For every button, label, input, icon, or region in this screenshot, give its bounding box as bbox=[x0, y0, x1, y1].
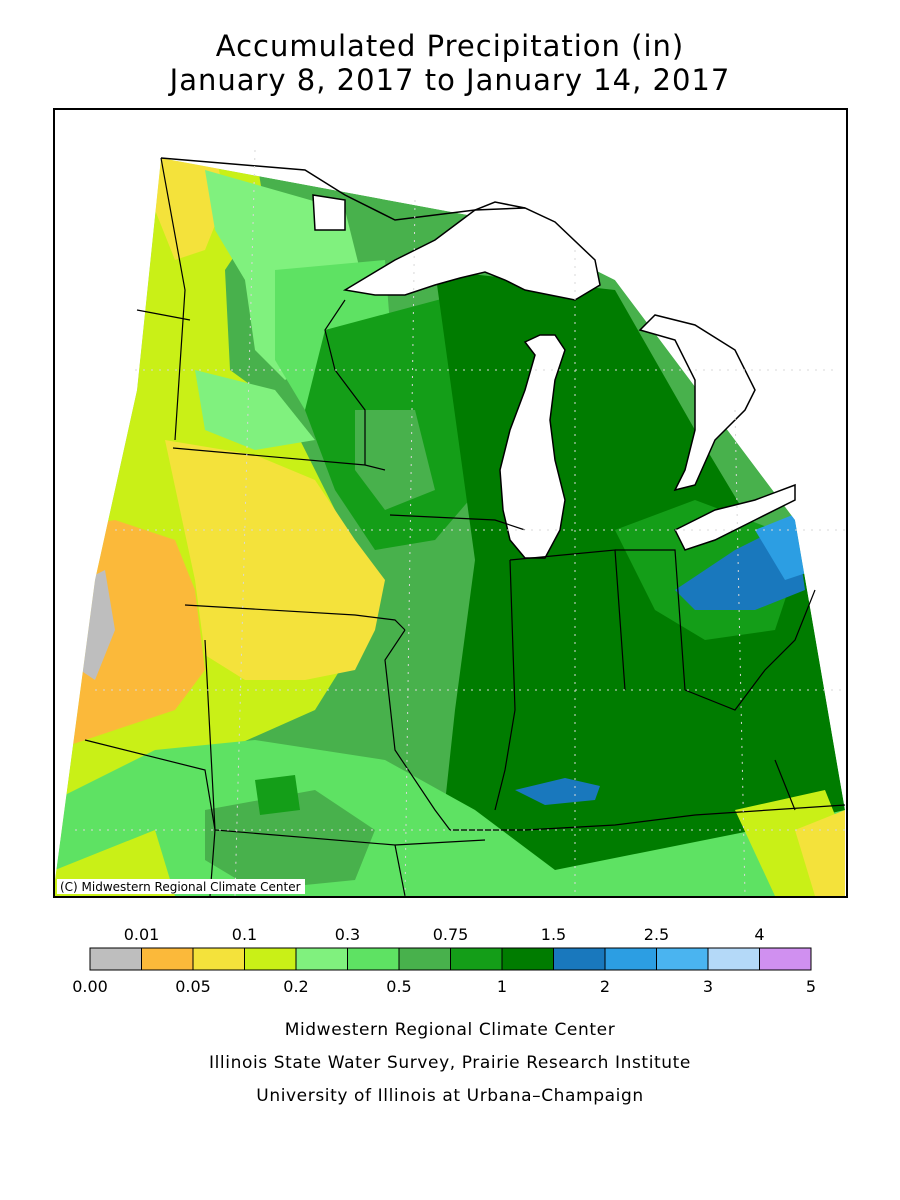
credit-university: University of Illinois at Urbana–Champai… bbox=[256, 1086, 644, 1106]
legend-swatch bbox=[656, 947, 709, 971]
legend-bottom-label: 2 bbox=[600, 977, 610, 996]
lake-erie bbox=[673, 483, 796, 551]
international-border bbox=[160, 157, 526, 221]
legend-swatch bbox=[347, 947, 400, 971]
legend-swatch bbox=[244, 947, 297, 971]
legend-top-label: 0.1 bbox=[232, 925, 257, 944]
lake-huron bbox=[638, 314, 756, 492]
legend-swatch bbox=[398, 947, 451, 971]
color-legend: 0.01 0.1 0.3 0.75 1.5 2.5 4 0.00 0.05 0.2 0.5 1 2 3 5 bbox=[72, 925, 816, 996]
map-title: Accumulated Precipitation (in) bbox=[215, 29, 685, 63]
legend-swatch bbox=[759, 947, 812, 971]
legend-bottom-label: 1 bbox=[497, 977, 507, 996]
credit-survey: Illinois State Water Survey, Prairie Res… bbox=[209, 1053, 691, 1073]
legend-top-label: 1.5 bbox=[541, 925, 566, 944]
legend-swatch bbox=[604, 947, 657, 971]
grid-lines bbox=[75, 149, 845, 896]
legend-bottom-label: 3 bbox=[703, 977, 713, 996]
legend-top-labels: 0.01 0.1 0.3 0.75 1.5 2.5 4 bbox=[124, 925, 765, 944]
lake-michigan bbox=[499, 334, 566, 559]
legend-bottom-label: 0.00 bbox=[72, 977, 108, 996]
legend-swatch bbox=[553, 947, 606, 971]
legend-top-label: 0.01 bbox=[124, 925, 160, 944]
lake-of-the-woods bbox=[312, 194, 346, 231]
legend-bottom-label: 0.2 bbox=[283, 977, 308, 996]
legend-top-label: 2.5 bbox=[644, 925, 669, 944]
legend-swatch bbox=[707, 947, 760, 971]
legend-swatch bbox=[89, 947, 142, 971]
legend-bottom-label: 5 bbox=[806, 977, 816, 996]
lake-superior bbox=[342, 201, 601, 301]
map-date-range: January 8, 2017 to January 14, 2017 bbox=[169, 63, 731, 97]
legend-swatch bbox=[141, 947, 194, 971]
legend-swatch bbox=[501, 947, 554, 971]
credit-organization: Midwestern Regional Climate Center bbox=[284, 1020, 616, 1040]
legend-swatches bbox=[89, 947, 812, 971]
legend-top-label: 0.3 bbox=[335, 925, 360, 944]
legend-swatch bbox=[450, 947, 503, 971]
outside-domain bbox=[55, 110, 846, 896]
copyright-label: (C) Midwestern Regional Climate Center bbox=[57, 879, 305, 894]
legend-swatch bbox=[295, 947, 348, 971]
legend-bottom-label: 0.5 bbox=[386, 977, 411, 996]
map-canvas bbox=[55, 110, 846, 896]
great-lakes bbox=[312, 194, 796, 559]
legend-swatch bbox=[192, 947, 245, 971]
legend-top-label: 0.75 bbox=[433, 925, 469, 944]
legend-top-label: 4 bbox=[754, 925, 764, 944]
precipitation-map: (C) Midwestern Regional Climate Center bbox=[53, 108, 848, 898]
legend-bottom-labels: 0.00 0.05 0.2 0.5 1 2 3 5 bbox=[72, 977, 816, 996]
legend-bottom-label: 0.05 bbox=[175, 977, 211, 996]
